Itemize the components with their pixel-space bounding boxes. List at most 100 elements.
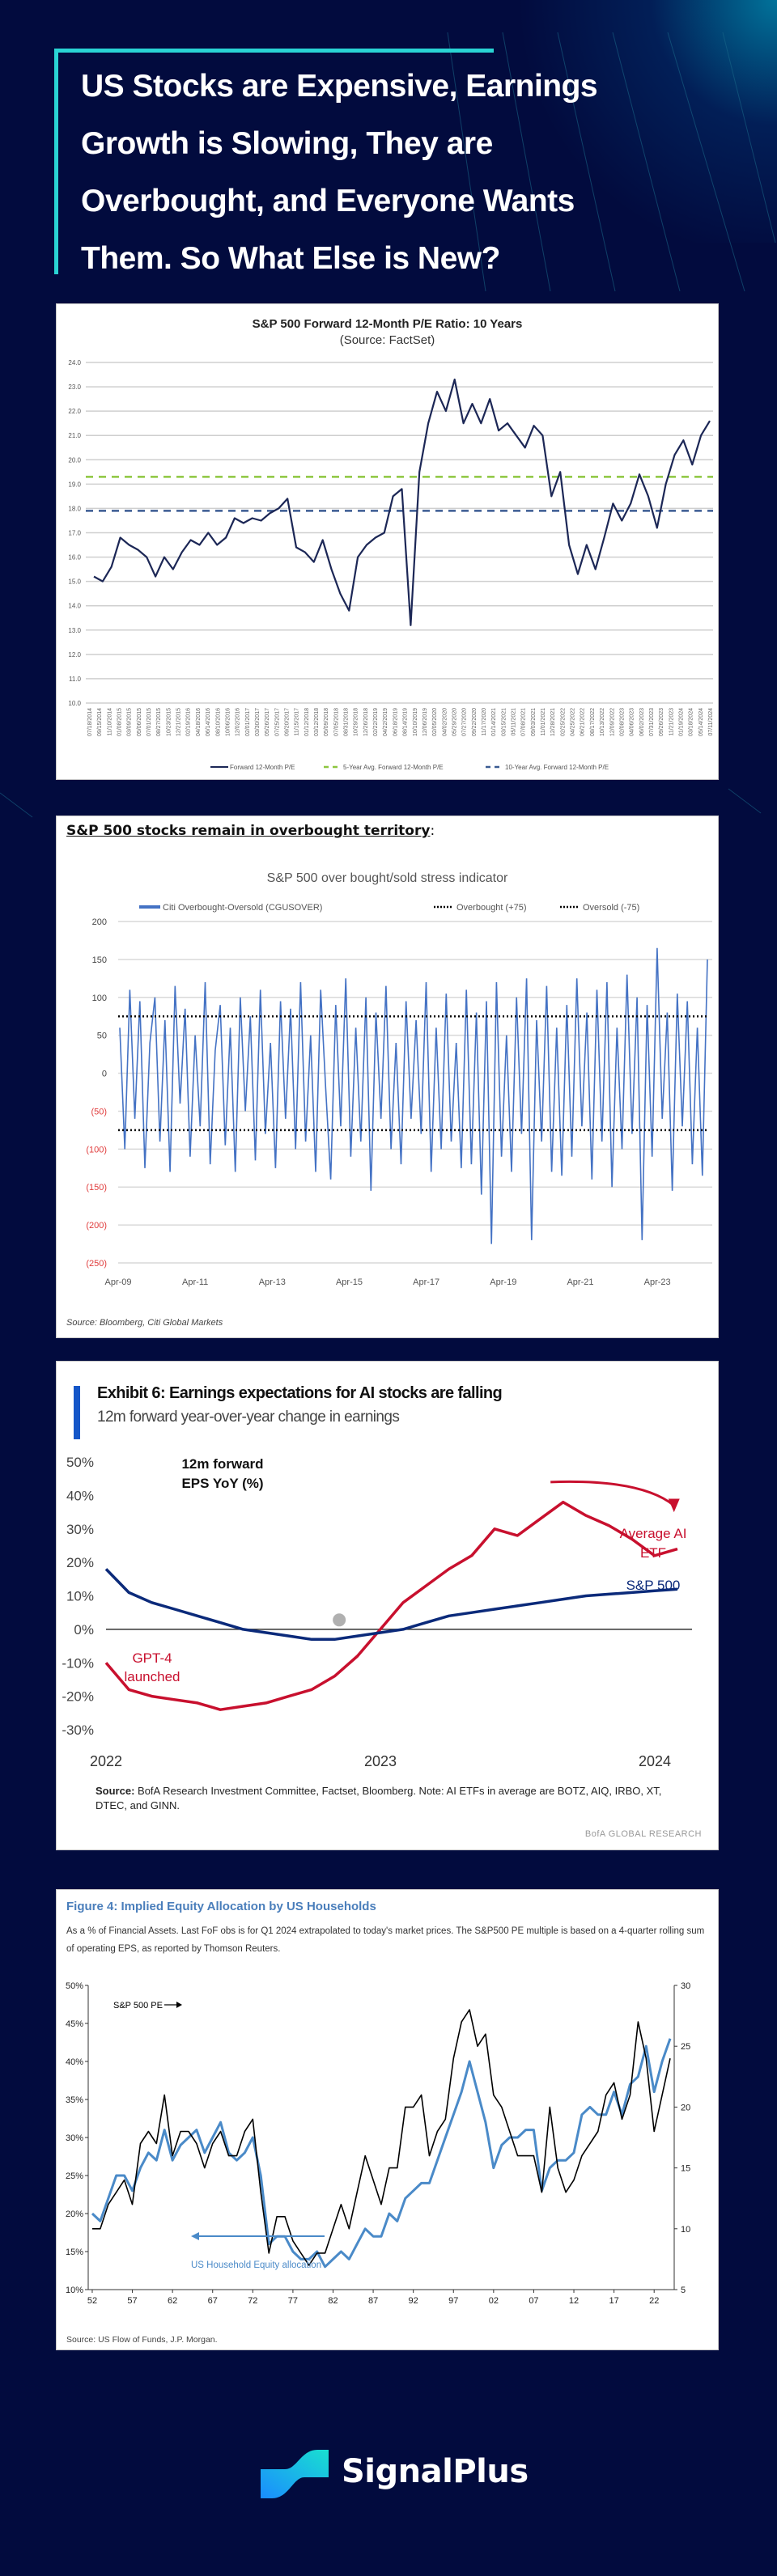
x-tick-label: 09/15/2014: [97, 708, 103, 736]
exhibit-accent-bar: [74, 1386, 80, 1439]
legend-label: 10-Year Avg. Forward 12-Month P/E: [505, 764, 609, 771]
x-tick-label: 06/02/2023: [639, 708, 645, 736]
heading-colon: :: [430, 823, 435, 839]
y-tick-label: 200: [92, 917, 107, 927]
x-tick-label: 02/01/2017: [245, 708, 251, 736]
y-tick-label-right: 5: [681, 2286, 686, 2295]
x-tick-label: 07/25/2017: [274, 708, 280, 736]
x-tick-label: 05/14/2024: [698, 708, 704, 736]
x-tick-label: 02/22/2019: [373, 708, 379, 736]
y-tick-label-right: 25: [681, 2042, 690, 2052]
y-tick-label-right: 20: [681, 2103, 690, 2112]
y-tick-label: 40%: [66, 1488, 94, 1503]
chart-description: As a % of Financial Assets. Last FoF obs…: [66, 1926, 705, 1954]
x-tick-label: 52: [87, 2296, 97, 2306]
x-tick-label: 03/12/2018: [314, 708, 320, 736]
y-tick-label-left: 15%: [66, 2248, 83, 2257]
y-tick-label: (100): [86, 1145, 107, 1155]
x-tick-label: 08/10/2016: [215, 708, 221, 736]
chart-subtitle: 12m forward year-over-year change in ear…: [97, 1409, 400, 1426]
y-tick-label-right: 15: [681, 2164, 690, 2174]
x-tick-label: 08/31/2018: [344, 708, 350, 736]
source-label: Source:: [96, 1785, 135, 1797]
x-tick-label: 03/18/2024: [689, 708, 694, 736]
x-tick-label: 07/27/2020: [462, 708, 468, 736]
x-tick-label: 07: [529, 2296, 538, 2306]
x-tick-label: 02/25/2022: [560, 708, 566, 736]
y-tick-label: (150): [86, 1183, 107, 1193]
chart-title: Exhibit 6: Earnings expectations for AI …: [97, 1384, 503, 1402]
x-tick-label: 10/29/2018: [354, 708, 359, 736]
y-tick-label: (250): [86, 1259, 107, 1269]
y-tick-label: 24.0: [68, 359, 81, 366]
x-tick-label: 05/09/2018: [324, 708, 329, 736]
x-tick-label: 12/26/2018: [363, 708, 369, 736]
household-arrow-head: [191, 2232, 199, 2240]
series-line-sp500: [104, 1568, 678, 1642]
x-tick-label: 07/31/2023: [649, 708, 655, 736]
x-tick-label: 77: [288, 2296, 298, 2306]
y-tick-label: 10%: [66, 1589, 94, 1604]
x-tick-label: 07/08/2021: [521, 708, 527, 736]
y-tick-label: 12.0: [68, 651, 81, 659]
pe-ratio-chart: 10.0 11.0 12.0 13.0 14.0 15.0 16.0 17.0 18.0 19.0…: [68, 359, 714, 771]
y-tick-label: 11.0: [69, 676, 82, 683]
x-tick-label: 05/29/2020: [452, 708, 457, 736]
title-line: Growth is Slowing, They are: [81, 126, 493, 161]
x-tick-label: Apr-21: [567, 1277, 593, 1287]
source-text: BofA Research Investment Committee, Fact…: [96, 1785, 662, 1811]
x-tick-label: 05/11/2021: [512, 708, 517, 736]
signalplus-logo: SignalPlus: [261, 2448, 529, 2500]
chart-source: Source: BofA Research Investment Committ…: [96, 1784, 694, 1813]
y-tick-label-left: 25%: [66, 2171, 83, 2181]
x-tick-label: 02: [489, 2296, 499, 2306]
y-tick-label: 18.0: [68, 505, 81, 512]
series-label-average-ai-etf: Average AI: [620, 1526, 687, 1541]
heading-text: S&P 500 stocks remain in overbought terr…: [66, 823, 431, 839]
series-line-average-ai-etf: [104, 1500, 678, 1711]
series-label-average-ai-etf: ETF: [640, 1545, 666, 1561]
x-tick-label: 08/17/2022: [590, 708, 596, 736]
x-tick-label: 03/15/2021: [501, 708, 507, 736]
x-tick-label: 12/21/2015: [176, 708, 182, 736]
x-tick-label: 08/14/2019: [403, 708, 409, 736]
ai-earnings-chart-panel: Exhibit 6: Earnings expectations for AI …: [56, 1361, 719, 1850]
metric-label: 12m forward: [181, 1456, 263, 1472]
x-tick-label: 10/10/2019: [413, 708, 418, 736]
pe-ratio-chart-panel: S&P 500 Forward 12-Month P/E Ratio: 10 Y…: [56, 303, 719, 780]
x-tick-label: 22: [649, 2296, 659, 2306]
x-tick-label: 12/28/2021: [550, 708, 556, 736]
chart-title: S&P 500 over bought/sold stress indicato…: [266, 871, 508, 885]
overbought-chart: 200 150 100 50 0 (50) (100) (150) (200) (250) Apr-…: [86, 903, 712, 1287]
y-tick-label: -30%: [62, 1722, 94, 1738]
falling-arrow-head: [668, 1498, 680, 1513]
chart-source: Source: US Flow of Funds, J.P. Morgan.: [66, 2335, 218, 2345]
x-tick-label: 2022: [90, 1753, 122, 1769]
y-tick-label: 150: [92, 955, 107, 965]
x-tick-label: 09/03/2021: [531, 708, 537, 736]
x-tick-label: 04/25/2022: [571, 708, 576, 736]
x-tick-label: 07/18/2014: [87, 708, 93, 736]
y-tick-label: 50: [97, 1032, 107, 1041]
y-tick-label: 14.0: [68, 603, 81, 610]
household-equity-chart-panel: Figure 4: Implied Equity Allocation by U…: [56, 1889, 719, 2350]
ai-earnings-chart: 50% 40% 30% 20% 10% 0% -10% -20% -30% 2022 2023 202…: [62, 1455, 692, 1769]
chart-title: S&P 500 Forward 12-Month P/E Ratio: 10 Y…: [252, 317, 523, 331]
x-tick-label: 05/06/2015: [137, 708, 142, 736]
x-tick-label: 04/22/2019: [383, 708, 388, 736]
x-tick-label: Apr-17: [413, 1277, 439, 1287]
x-tick-label: 01/14/2021: [491, 708, 497, 736]
x-tick-label: 03/09/2015: [127, 708, 133, 736]
x-tick-label: 07/01/2015: [146, 708, 152, 736]
sp500-pe-arrow-head: [176, 2002, 182, 2008]
x-tick-label: Apr-19: [490, 1277, 516, 1287]
x-tick-label: 05/26/2017: [265, 708, 270, 736]
bofa-brand: BofA GLOBAL RESEARCH: [584, 1829, 702, 1839]
y-tick-label: 20.0: [68, 456, 81, 464]
gpt4-annotation: GPT-4: [132, 1650, 172, 1666]
y-tick-label-left: 30%: [66, 2133, 83, 2143]
title-accent-bar: [54, 49, 494, 53]
y-tick-label-right: 30: [681, 1981, 690, 1991]
x-tick-label: 11/15/2017: [295, 708, 300, 736]
